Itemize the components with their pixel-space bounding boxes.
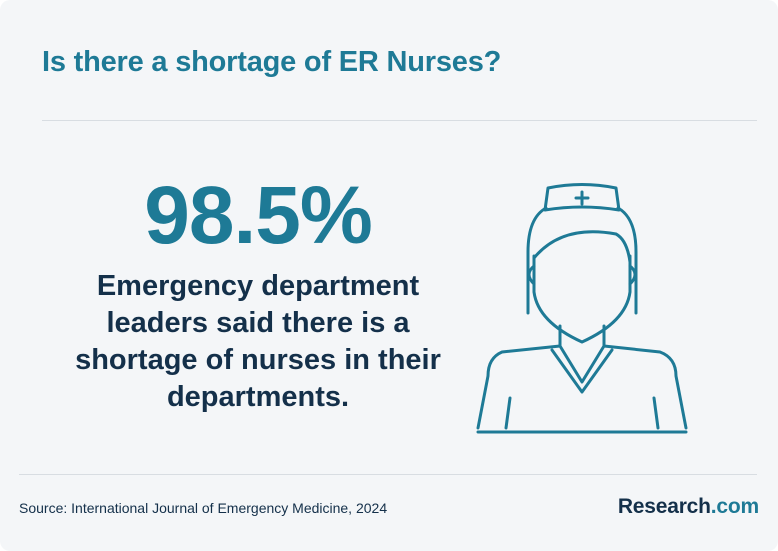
stat-description: Emergency department leaders said there … — [75, 270, 441, 413]
logo-main-text: Research — [617, 495, 711, 518]
logo-suffix-text: .com — [710, 495, 759, 518]
bottom-divider — [19, 474, 757, 475]
source-citation: Source: International Journal of Emergen… — [19, 500, 388, 516]
stat-value: 98.5% — [144, 170, 373, 261]
top-divider — [42, 120, 757, 121]
stat-block: 98.5% Emergency department leaders said … — [58, 168, 458, 416]
page-title: Is there a shortage of ER Nurses? — [42, 46, 502, 78]
research-logo: Research.com — [618, 495, 759, 519]
nurse-icon — [476, 183, 688, 434]
